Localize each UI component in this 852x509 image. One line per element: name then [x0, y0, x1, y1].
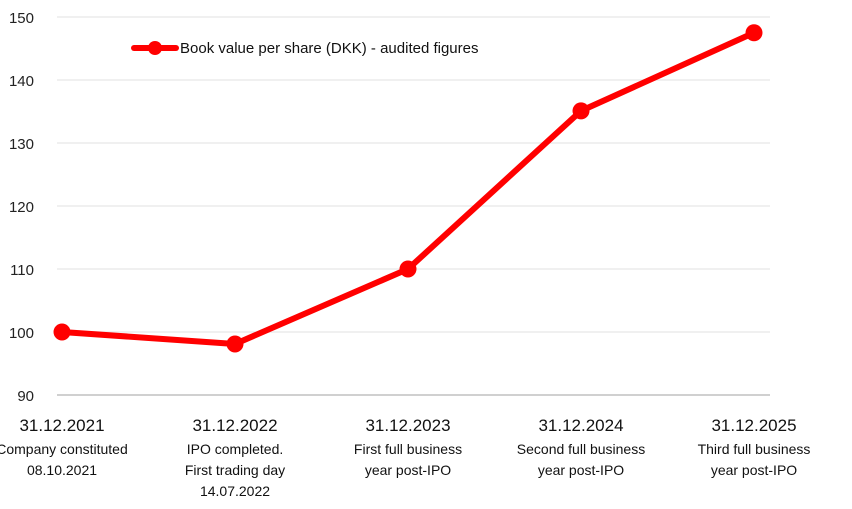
x-category-note: IPO completed. [187, 441, 284, 457]
legend-marker [148, 41, 162, 55]
data-point [226, 335, 244, 353]
y-tick-label: 100 [9, 325, 34, 342]
y-tick-label: 130 [9, 136, 34, 153]
y-tick-label: 110 [10, 262, 34, 279]
x-category-date: 31.12.2024 [538, 416, 623, 435]
x-category-note: First full business [354, 441, 462, 457]
y-tick-label: 150 [9, 10, 34, 27]
x-category-note: 08.10.2021 [27, 462, 97, 478]
y-tick-label: 140 [9, 73, 34, 90]
x-category-note: Company constituted [0, 441, 128, 457]
x-category-date: 31.12.2021 [19, 416, 104, 435]
y-tick-label: 120 [9, 199, 34, 216]
data-point [53, 323, 71, 341]
x-category-note: year post-IPO [365, 462, 451, 478]
data-point [572, 102, 590, 120]
x-category-note: year post-IPO [711, 462, 797, 478]
x-category-date: 31.12.2023 [365, 416, 450, 435]
legend: Book value per share (DKK) - audited fig… [131, 40, 478, 57]
legend-label: Book value per share (DKK) - audited fig… [180, 40, 478, 57]
x-category-note: Third full business [698, 441, 811, 457]
x-category-note: 14.07.2022 [200, 483, 270, 499]
y-tick-label: 90 [17, 388, 34, 405]
x-category-date: 31.12.2022 [192, 416, 277, 435]
data-point [745, 24, 763, 42]
data-point [399, 260, 417, 278]
x-category-note: Second full business [517, 441, 645, 457]
x-category-note: year post-IPO [538, 462, 624, 478]
x-category-note: First trading day [185, 462, 285, 478]
x-category-date: 31.12.2025 [711, 416, 796, 435]
